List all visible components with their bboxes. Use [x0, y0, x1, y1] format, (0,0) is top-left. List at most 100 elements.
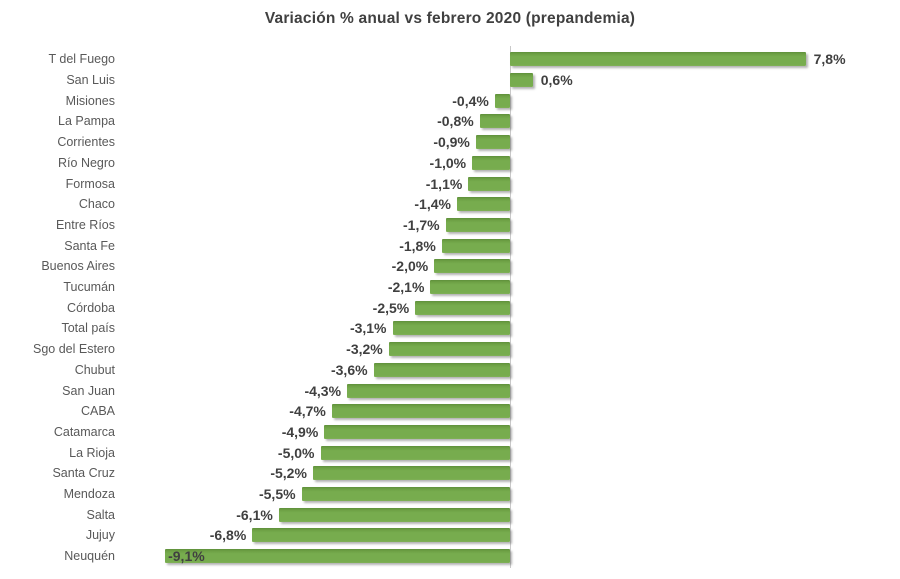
chart-row: Córdoba -2,5% [0, 297, 900, 318]
chart-row: Neuquén -9,1% [0, 546, 900, 567]
value-label: -5,2% [270, 465, 307, 482]
chart-row: Buenos Aires -2,0% [0, 256, 900, 277]
category-label: Santa Cruz [52, 466, 115, 481]
chart-row: Chubut -3,6% [0, 360, 900, 381]
chart-row: Jujuy -6,8% [0, 525, 900, 546]
category-label: Neuquén [64, 549, 115, 564]
category-label: Misiones [65, 93, 115, 108]
chart-row: Entre Ríos -1,7% [0, 215, 900, 236]
value-label: -6,1% [236, 506, 273, 523]
category-label: Entre Ríos [55, 217, 115, 232]
data-bar [373, 362, 510, 377]
data-bar [392, 321, 510, 336]
data-bar [278, 507, 510, 522]
category-label: Mendoza [63, 487, 115, 502]
value-label: -0,8% [437, 113, 474, 130]
chart-row: Catamarca -4,9% [0, 422, 900, 443]
value-label: 7,8% [813, 51, 846, 68]
category-label: Chubut [74, 362, 115, 377]
value-label: -3,2% [346, 341, 383, 358]
data-bar [510, 73, 533, 88]
data-bar [388, 342, 510, 357]
data-bar [430, 280, 510, 295]
category-label: Buenos Aires [41, 259, 115, 274]
category-label: Jujuy [85, 528, 115, 543]
value-label: -1,4% [414, 196, 451, 213]
value-label: -9,1% [168, 548, 205, 565]
chart-row: Sgo del Estero -3,2% [0, 339, 900, 360]
value-label: -0,4% [452, 92, 489, 109]
data-bar [475, 135, 510, 150]
data-bar [472, 155, 510, 170]
category-label: Total país [61, 321, 115, 336]
category-label: Catamarca [53, 424, 115, 439]
value-label: -2,1% [387, 279, 425, 296]
category-label: T del Fuego [48, 52, 115, 67]
chart-row: La Pampa -0,8% [0, 111, 900, 132]
value-label: -4,3% [304, 382, 342, 399]
category-label: Córdoba [67, 300, 115, 315]
chart-row: Salta -6,1% [0, 504, 900, 525]
category-label: Santa Fe [64, 238, 115, 253]
category-label: San Luis [66, 73, 115, 88]
value-label: -4,9% [281, 423, 319, 440]
chart-row: La Rioja -5,0% [0, 442, 900, 463]
chart-row: CABA -4,7% [0, 401, 900, 422]
data-bar [494, 93, 510, 108]
data-bar [165, 549, 510, 564]
data-bar [441, 238, 510, 253]
value-label: -5,5% [258, 486, 296, 503]
category-label: Río Negro [58, 155, 115, 170]
value-label: -0,9% [433, 134, 470, 151]
value-label: 0,6% [540, 72, 573, 89]
data-bar [252, 528, 510, 543]
category-label: Sgo del Estero [33, 342, 115, 357]
category-label: San Juan [62, 383, 115, 398]
chart-row: T del Fuego 7,8% [0, 49, 900, 70]
value-label: -2,0% [391, 258, 429, 275]
chart-row: San Luis 0,6% [0, 70, 900, 91]
category-label: La Rioja [69, 445, 115, 460]
chart-row: Río Negro -1,0% [0, 153, 900, 174]
chart-row: Tucumán -2,1% [0, 277, 900, 298]
chart-row: San Juan -4,3% [0, 380, 900, 401]
value-label: -1,8% [399, 237, 436, 254]
category-label: CABA [80, 404, 115, 419]
data-bar [456, 197, 510, 212]
value-label: -4,7% [289, 403, 326, 420]
category-label: Corrientes [57, 135, 115, 150]
chart-row: Corrientes -0,9% [0, 132, 900, 153]
data-bar [415, 300, 510, 315]
data-bar [347, 383, 510, 398]
zero-axis-line [510, 46, 511, 568]
data-bar [468, 176, 510, 191]
data-bar [479, 114, 510, 129]
value-label: -1,7% [403, 216, 440, 233]
data-bar [445, 217, 510, 232]
value-label: -1,1% [425, 175, 463, 192]
chart-row: Mendoza -5,5% [0, 484, 900, 505]
category-label: Salta [86, 507, 116, 522]
chart-row: Formosa -1,1% [0, 173, 900, 194]
value-label: -1,0% [429, 154, 467, 171]
category-label: Formosa [65, 176, 115, 191]
chart-row: Total país -3,1% [0, 318, 900, 339]
data-bar [301, 487, 510, 502]
value-label: -6,8% [209, 527, 247, 544]
category-label: La Pampa [58, 114, 115, 129]
value-label: -3,1% [349, 320, 387, 337]
chart-row: Santa Fe -1,8% [0, 235, 900, 256]
value-label: -3,6% [330, 361, 368, 378]
category-label: Chaco [78, 197, 115, 212]
data-bar [324, 424, 510, 439]
value-label: -2,5% [372, 299, 410, 316]
data-bar [434, 259, 510, 274]
chart-row: Santa Cruz -5,2% [0, 463, 900, 484]
data-bar [510, 52, 806, 67]
data-bar [331, 404, 510, 419]
data-bar [320, 445, 510, 460]
value-label: -5,0% [277, 444, 315, 461]
chart-row: Chaco -1,4% [0, 194, 900, 215]
